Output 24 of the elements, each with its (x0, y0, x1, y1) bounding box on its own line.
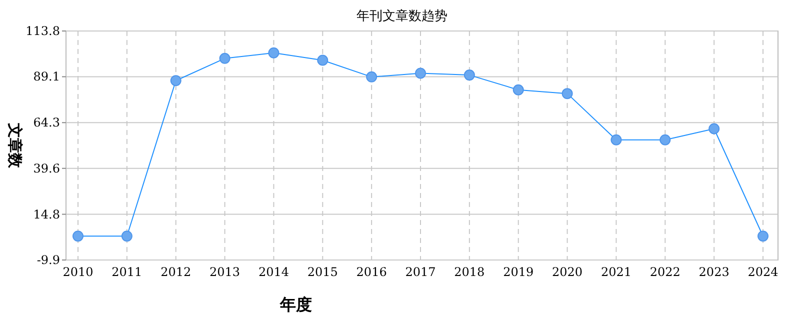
x-tick-label: 2018 (454, 265, 485, 279)
y-axis-title: 文章数 (6, 122, 24, 169)
x-tick-label: 2022 (650, 265, 680, 279)
x-tick-label: 2012 (160, 265, 192, 279)
x-tick-label: 2014 (258, 265, 290, 279)
x-tick-label: 2019 (503, 265, 534, 279)
x-tick-label: 2023 (698, 265, 730, 279)
x-tick-label: 2024 (748, 265, 779, 279)
x-tick-label: 2017 (405, 265, 436, 279)
x-tick-label: 2010 (62, 265, 94, 279)
x-tick-label: 2020 (552, 265, 583, 279)
x-tick-label: 2015 (307, 265, 338, 279)
x-tick-label: 2016 (356, 265, 387, 279)
y-tick-label: -9.9 (36, 253, 60, 267)
x-tick-label: 2021 (600, 265, 632, 279)
y-tick-label: 89.1 (33, 70, 60, 84)
x-tick-label: 2011 (112, 265, 142, 279)
y-tick-label: 113.8 (26, 24, 60, 38)
chart-title: 年刊文章数趋势 (356, 9, 448, 24)
y-tick-label: 64.3 (33, 116, 60, 130)
x-axis-title: 年度 (279, 295, 312, 314)
y-tick-label: 39.6 (33, 161, 60, 176)
y-tick-label: 14.8 (33, 207, 60, 222)
x-tick-label: 2013 (210, 265, 240, 279)
